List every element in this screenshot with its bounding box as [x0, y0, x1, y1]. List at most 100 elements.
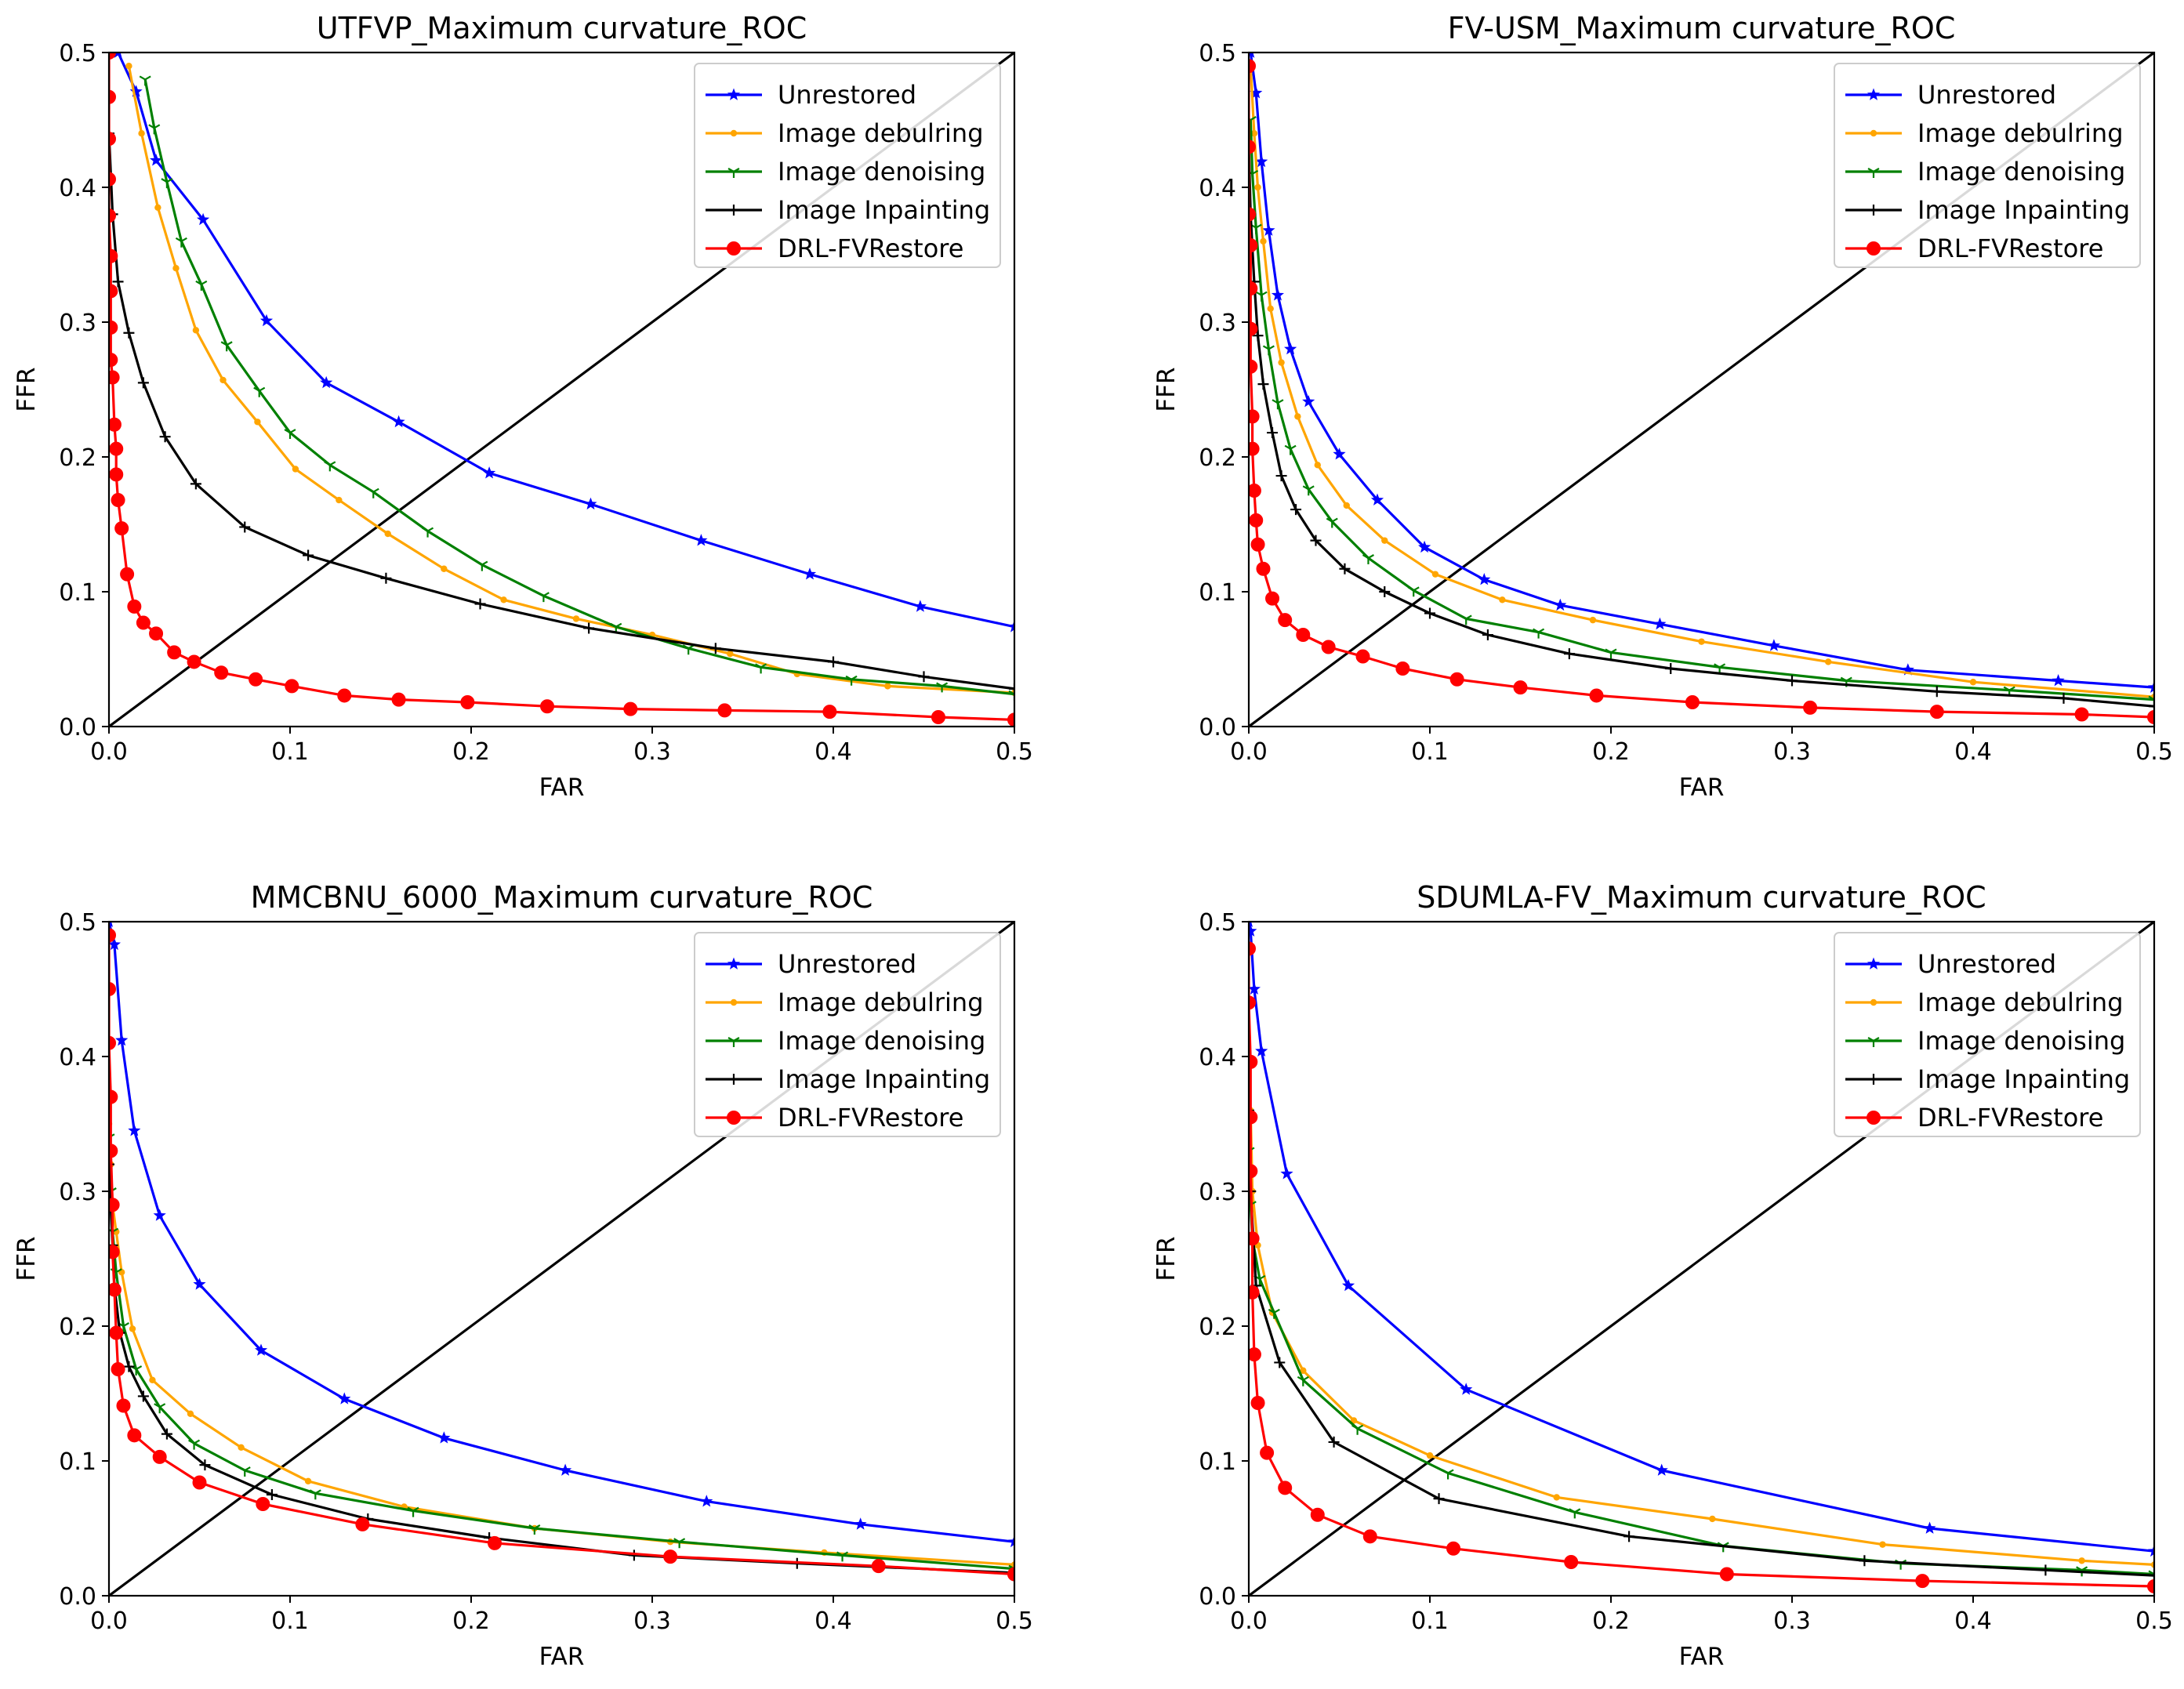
data-point — [836, 1551, 849, 1562]
data-point — [1969, 679, 1977, 686]
data-point — [1915, 1574, 1930, 1589]
data-point — [125, 63, 132, 70]
data-point — [1499, 596, 1506, 603]
y-tick-label: 0.1 — [59, 579, 96, 607]
data-point — [1249, 941, 1256, 956]
y-tick-label: 0.0 — [1199, 1583, 1236, 1611]
data-point — [422, 527, 434, 538]
data-point — [1249, 321, 1258, 336]
data-point — [1655, 1463, 1668, 1476]
legend: Unrestored Image debulring Image denoising… — [694, 932, 1001, 1137]
data-point — [266, 1489, 278, 1500]
data-point — [238, 1466, 251, 1477]
data-point — [1339, 563, 1351, 574]
data-point — [2148, 1570, 2154, 1581]
legend-swatch-marker — [1867, 88, 1881, 100]
data-point — [109, 1144, 118, 1158]
data-point — [392, 415, 405, 428]
data-point — [238, 1444, 245, 1452]
y-tick-label: 0.5 — [1199, 909, 1236, 937]
data-point — [1249, 140, 1256, 154]
legend-label: Image denoising — [1917, 1026, 2125, 1056]
y-tick-label: 0.1 — [1199, 1448, 1236, 1476]
legend-swatch-marker — [1867, 168, 1880, 178]
data-point — [149, 1376, 156, 1384]
y-tick-label: 0.5 — [1199, 40, 1236, 67]
legend-swatch-marker — [1870, 129, 1877, 137]
data-point — [2148, 695, 2154, 706]
x-tick-label: 0.5 — [2135, 738, 2173, 766]
legend-swatch-marker — [727, 1037, 740, 1047]
data-point — [172, 265, 180, 272]
data-point — [803, 567, 817, 580]
legend: Unrestored Image debulring Image denoising… — [1834, 932, 2141, 1137]
data-point — [336, 496, 343, 504]
x-tick-label: 0.2 — [1592, 1607, 1630, 1635]
data-point — [1249, 53, 1255, 58]
data-point — [822, 705, 837, 719]
data-point — [1250, 86, 1263, 99]
data-point — [1685, 695, 1700, 710]
data-point — [1268, 1308, 1280, 1319]
data-point — [845, 675, 858, 686]
data-point — [1350, 1417, 1358, 1424]
data-point — [109, 320, 118, 335]
legend-swatch-marker — [730, 999, 738, 1006]
data-point — [1249, 1164, 1258, 1179]
data-point — [623, 701, 638, 716]
legend-label: Unrestored — [778, 949, 916, 979]
chart-title: MMCBNU_6000_Maximum curvature_ROC — [251, 880, 873, 915]
data-point — [320, 375, 333, 389]
y-tick-label: 0.4 — [1199, 175, 1236, 202]
x-tick-label: 0.0 — [90, 1607, 128, 1635]
x-tick-label: 0.4 — [1954, 738, 1992, 766]
data-point — [109, 132, 116, 147]
data-point — [109, 937, 121, 951]
data-point — [476, 560, 488, 571]
data-point — [1433, 1493, 1445, 1505]
data-point — [152, 1449, 167, 1464]
x-tick-label: 0.3 — [633, 1607, 671, 1635]
data-point — [1262, 223, 1275, 236]
axes-frame — [107, 51, 1016, 728]
data-point — [1267, 305, 1274, 312]
legend-item-image-debulring: Image debulring — [1845, 118, 2124, 148]
data-point — [1370, 493, 1384, 506]
series-line-image-denoising — [1249, 119, 2154, 701]
data-point — [936, 682, 949, 693]
series-unrestored — [109, 922, 1014, 1548]
data-point — [384, 530, 391, 538]
series-drl-fvrestore — [1249, 59, 2154, 724]
data-point — [161, 1428, 172, 1440]
data-point — [1249, 441, 1260, 456]
data-point — [127, 1428, 142, 1443]
data-point — [1698, 638, 1705, 645]
data-point — [136, 615, 151, 630]
roc-panel-mmcbnu-6000: MMCBNU_6000_Maximum curvature_ROC 0.0 0.1 0… — [13, 880, 1033, 1671]
y-tick-label: 0.2 — [59, 1314, 96, 1341]
data-point — [1274, 1357, 1286, 1368]
data-point — [1931, 686, 1943, 698]
legend-label: Unrestored — [1917, 80, 2056, 110]
data-point — [1589, 616, 1597, 624]
data-point — [488, 1535, 502, 1550]
data-point — [1310, 535, 1322, 546]
legend-swatch-marker — [728, 1074, 739, 1085]
legend-swatch-marker — [727, 168, 740, 178]
series-image-debulring — [1249, 1107, 2154, 1568]
x-tick-label: 0.3 — [633, 738, 671, 766]
data-point — [1328, 1436, 1340, 1448]
data-point — [1256, 561, 1271, 576]
chart-title: SDUMLA-FV_Maximum curvature_ROC — [1417, 880, 1986, 915]
data-point — [304, 1477, 312, 1485]
data-point — [109, 1035, 116, 1050]
data-point — [931, 709, 945, 724]
series-line-drl-fvrestore — [109, 935, 1014, 1576]
data-point — [1395, 661, 1410, 676]
data-point — [700, 1495, 713, 1507]
data-point — [109, 1282, 122, 1297]
legend-label: Image Inpainting — [778, 1064, 990, 1094]
axes-frame — [107, 920, 1016, 1597]
data-point — [1460, 614, 1472, 625]
data-point — [192, 327, 200, 334]
